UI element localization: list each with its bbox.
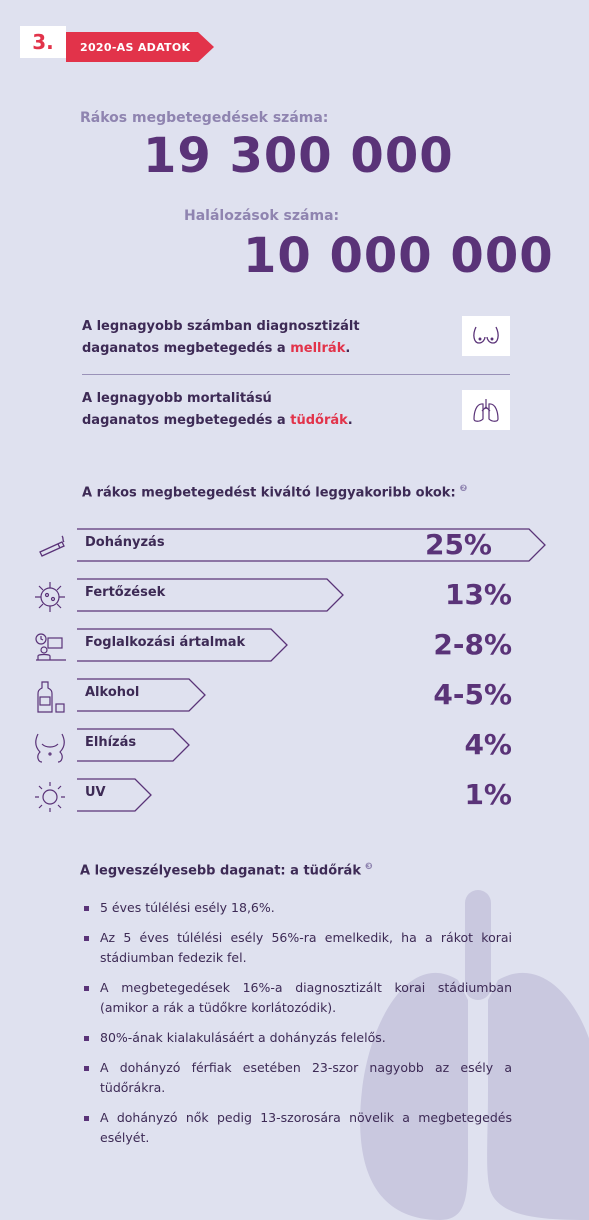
cause-value-alcohol: 4-5% <box>433 678 512 711</box>
cause-value-obesity: 4% <box>464 728 512 761</box>
info-divider <box>82 374 510 375</box>
highlight-lung-cancer: tüdőrák <box>290 413 348 428</box>
workplace-icon <box>35 633 66 661</box>
causes-title: A rákos megbetegedést kiváltó leggyakori… <box>82 484 468 501</box>
lung-facts-list: 5 éves túlélési esély 18,6%. Az 5 éves t… <box>80 898 512 1158</box>
cause-bar-frame <box>77 578 344 612</box>
cause-row-infections: Fertőzések 13% <box>32 576 512 616</box>
cause-bar-frame <box>77 728 190 762</box>
list-item: 80%-ának kialakulásáért a dohányzás fele… <box>80 1028 512 1048</box>
info-most-diagnosed: A legnagyobb számban diagnosztizált daga… <box>82 319 360 356</box>
highlight-breast-cancer: mellrák <box>290 341 346 356</box>
cause-value-smoking: 25% <box>424 528 492 561</box>
lung-section-title: A legveszélyesebb daganat: a tüdőrák ❸ <box>80 862 373 879</box>
info-highest-mortality: A legnagyobb mortalitású daganatos megbe… <box>82 391 353 428</box>
section-number: 3. <box>20 26 66 58</box>
lungs-icon <box>462 390 510 430</box>
section-ribbon: 2020-AS ADATOK <box>66 32 214 62</box>
cause-label-alcohol: Alkohol <box>85 685 140 700</box>
cases-value: 19 300 000 <box>143 128 454 184</box>
deaths-value: 10 000 000 <box>243 228 554 284</box>
cases-label: Rákos megbetegedések száma: <box>80 110 329 126</box>
cause-label-infections: Fertőzések <box>85 585 166 600</box>
breast-icon <box>462 316 510 356</box>
lung-section-reference: ❸ <box>364 862 373 872</box>
virus-icon <box>35 582 65 612</box>
list-item: A dohányzó férfiak esetében 23-szor nagy… <box>80 1058 512 1098</box>
cause-value-infections: 13% <box>444 578 512 611</box>
cause-bar-frame <box>77 678 206 712</box>
list-item: Az 5 éves túlélési esély 56%-ra emelkedi… <box>80 928 512 968</box>
sun-icon <box>35 782 65 812</box>
belly-icon <box>35 733 65 763</box>
cause-label-occupational: Foglalkozási ártalmak <box>85 635 246 650</box>
deaths-label: Halálozások száma: <box>184 208 340 224</box>
cause-row-smoking: Dohányzás 25% <box>32 526 546 566</box>
cause-label-uv: UV <box>85 785 106 800</box>
cause-value-occupational: 2-8% <box>433 628 512 661</box>
cause-label-obesity: Elhízás <box>85 735 137 750</box>
cause-row-alcohol: Alkohol 4-5% <box>32 676 512 716</box>
list-item: A megbetegedések 16%-a diagnosztizált ko… <box>80 978 512 1018</box>
causes-reference: ❷ <box>459 484 468 494</box>
cause-value-uv: 1% <box>464 778 512 811</box>
cause-bar-frame <box>77 778 152 812</box>
cause-row-obesity: Elhízás 4% <box>32 726 512 766</box>
cause-bar-frame <box>77 628 288 662</box>
cigarette-icon <box>39 535 65 557</box>
bottle-icon <box>37 681 65 713</box>
list-item: A dohányzó nők pedig 13-szorosára növeli… <box>80 1108 512 1148</box>
cause-label-smoking: Dohányzás <box>85 535 165 550</box>
cause-row-uv: UV 1% <box>32 776 512 816</box>
cause-row-occupational: Foglalkozási ártalmak 2-8% <box>32 626 512 666</box>
list-item: 5 éves túlélési esély 18,6%. <box>80 898 512 918</box>
lungs-background-graphic <box>360 890 589 1220</box>
cause-bar-frame <box>77 528 546 562</box>
